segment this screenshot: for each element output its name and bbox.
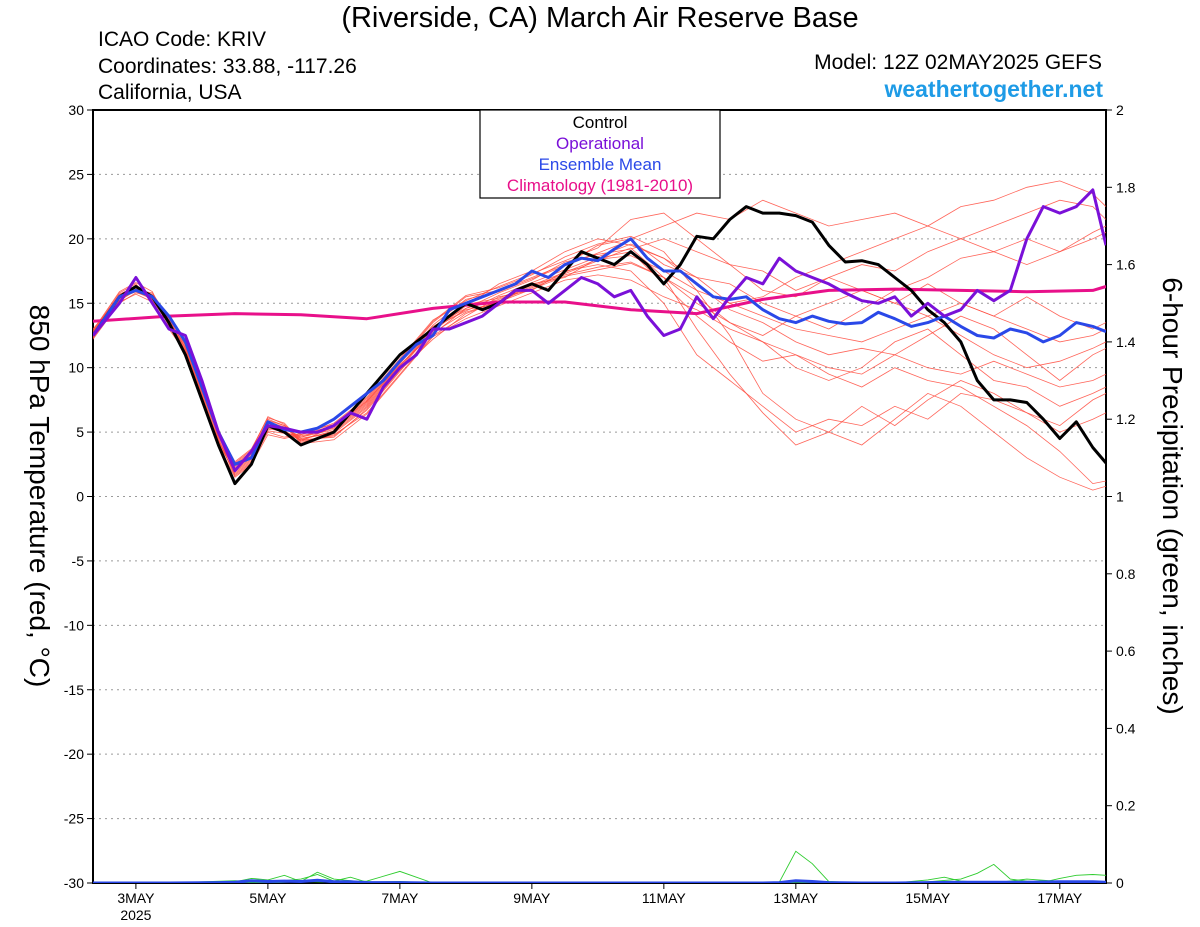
y2-tick-label: 1.6 bbox=[1116, 257, 1136, 273]
y2-tick-label: 0 bbox=[1116, 875, 1124, 891]
model-run: Model: 12Z 02MAY2025 GEFS bbox=[814, 51, 1102, 74]
legend-entry: Operational bbox=[556, 134, 644, 153]
legend-box bbox=[479, 109, 721, 199]
y2-tick-label: 2 bbox=[1116, 102, 1124, 118]
y2-tick-label: 0.4 bbox=[1116, 720, 1136, 736]
x-tick-label: 7MAY bbox=[381, 890, 419, 906]
ensemble-member-line bbox=[93, 180, 1106, 478]
ensemble-member-line bbox=[93, 247, 1106, 476]
y2-tick-label: 1 bbox=[1116, 489, 1124, 505]
y-tick-label: 0 bbox=[76, 489, 84, 505]
legend-entry: Control bbox=[573, 113, 628, 132]
y-tick-label: 15 bbox=[68, 295, 84, 311]
axes: -30-25-20-15-10-505101520253000.20.40.60… bbox=[64, 102, 1136, 923]
y2-tick-label: 0.8 bbox=[1116, 566, 1136, 582]
precip-member-line bbox=[93, 850, 1106, 883]
ensemble-member-line bbox=[93, 238, 1106, 467]
precip-member-line bbox=[93, 871, 1106, 883]
ensemble-member-line bbox=[93, 235, 1106, 491]
y-tick-label: 10 bbox=[68, 360, 84, 376]
series bbox=[93, 180, 1106, 883]
legend-entry: Climatology (1981-2010) bbox=[507, 176, 693, 195]
y-tick-label: -20 bbox=[64, 746, 84, 762]
y2-tick-label: 1.2 bbox=[1116, 411, 1136, 427]
x-tick-label: 9MAY bbox=[513, 890, 551, 906]
x-tick-label: 3MAY bbox=[117, 890, 155, 906]
site-link[interactable]: weathertogether.net bbox=[884, 76, 1103, 102]
y-tick-label: 30 bbox=[68, 102, 84, 118]
y-tick-label: -25 bbox=[64, 811, 84, 827]
y2-tick-label: 0.2 bbox=[1116, 798, 1136, 814]
ensemble-member-line bbox=[93, 239, 1106, 470]
y-axis-label: 850 hPa Temperature (red, °C) bbox=[24, 305, 55, 688]
y-tick-label: 25 bbox=[68, 166, 84, 182]
x-tick-year-label: 2025 bbox=[120, 907, 151, 923]
y-tick-label: -15 bbox=[64, 682, 84, 698]
x-tick-label: 15MAY bbox=[905, 890, 951, 906]
x-tick-label: 11MAY bbox=[642, 890, 686, 906]
legend: Control Operational Ensemble Mean Climatolo… bbox=[479, 109, 721, 199]
precip-mean-line bbox=[93, 878, 1106, 883]
x-tick-label: 13MAY bbox=[773, 890, 819, 906]
y2-tick-label: 1.8 bbox=[1116, 179, 1136, 195]
region: California, USA bbox=[98, 81, 242, 104]
y-tick-label: -10 bbox=[64, 617, 84, 633]
ensemble-member-line bbox=[93, 264, 1106, 465]
operational-line bbox=[93, 188, 1106, 473]
chart-title: (Riverside, CA) March Air Reserve Base bbox=[341, 2, 859, 34]
coordinates: Coordinates: 33.88, -117.26 bbox=[98, 55, 357, 78]
y2-tick-label: 0.6 bbox=[1116, 643, 1136, 659]
y-tick-label: 20 bbox=[68, 231, 84, 247]
plot-area bbox=[93, 180, 1106, 883]
icao-code: ICAO Code: KRIV bbox=[98, 28, 267, 51]
control-line bbox=[93, 205, 1106, 486]
ensemble-member-line bbox=[93, 243, 1106, 473]
y-tick-label: -5 bbox=[72, 553, 85, 569]
y2-axis-label: 6-hour Precipitation (green, inches) bbox=[1157, 277, 1188, 714]
y2-tick-label: 1.4 bbox=[1116, 334, 1136, 350]
climatology-line bbox=[93, 285, 1106, 323]
y-tick-label: 5 bbox=[76, 424, 84, 440]
ensemble-mean-line bbox=[93, 237, 1106, 466]
y-tick-label: -30 bbox=[64, 875, 84, 891]
legend-entry: Ensemble Mean bbox=[539, 155, 662, 174]
grid bbox=[93, 173, 1106, 820]
x-tick-label: 17MAY bbox=[1037, 890, 1083, 906]
x-tick-label: 5MAY bbox=[249, 890, 287, 906]
